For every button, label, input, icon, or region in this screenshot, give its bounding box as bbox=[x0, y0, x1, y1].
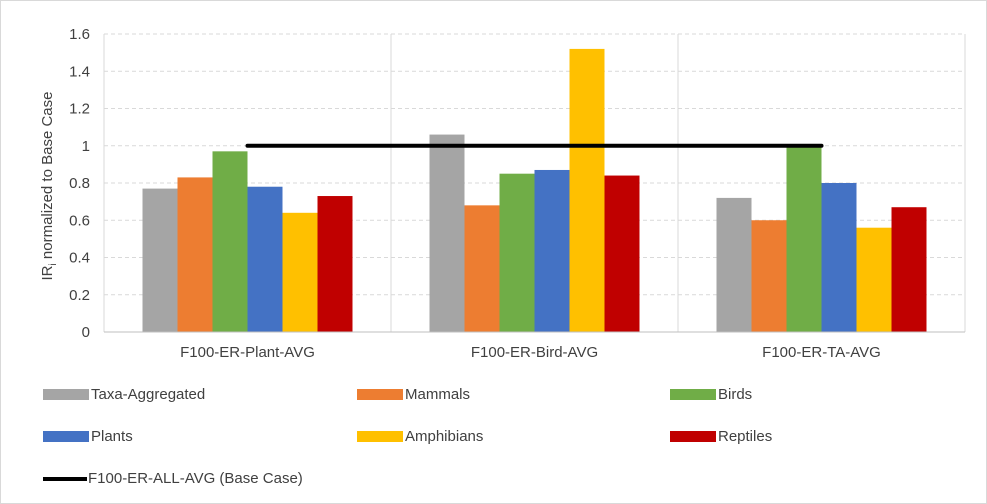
bar-mammals bbox=[751, 220, 787, 332]
y-axis-label-suffix: normalized to Base Case bbox=[39, 92, 56, 264]
x-tick-label: F100-ER-TA-AVG bbox=[762, 344, 881, 361]
y-tick-label: 0.4 bbox=[69, 250, 90, 267]
bar-amphibians bbox=[282, 212, 318, 332]
y-axis-label-main: IR bbox=[39, 265, 56, 280]
y-axis-label: IRi normalized to Base Case bbox=[39, 92, 59, 281]
bar-birds bbox=[212, 151, 248, 332]
bar-reptiles bbox=[891, 207, 927, 332]
bar-taxa-aggregated bbox=[429, 134, 465, 332]
bar-reptiles bbox=[604, 175, 640, 332]
y-axis-label-subscript: i bbox=[48, 263, 59, 265]
y-tick-label: 1.4 bbox=[69, 63, 90, 80]
axis-layer: 0 0.2 0.4 0.6 0.8 1 1.2 1.4 1.6 F100-ER-Plant-AVG… bbox=[69, 26, 965, 361]
bar-reptiles bbox=[317, 196, 353, 332]
y-tick-label: 1 bbox=[82, 138, 90, 155]
bar-taxa-aggregated bbox=[142, 188, 178, 332]
x-tick-label: F100-ER-Plant-AVG bbox=[180, 344, 315, 361]
y-tick-label: 0 bbox=[82, 324, 90, 341]
y-tick-label: 1.2 bbox=[69, 101, 90, 118]
bar-mammals bbox=[464, 205, 500, 332]
y-tick-label: 1.6 bbox=[69, 26, 90, 43]
bar-plants bbox=[247, 186, 283, 332]
bar-layer bbox=[142, 48, 927, 333]
y-tick-label: 0.8 bbox=[69, 175, 90, 192]
bar-amphibians bbox=[569, 48, 605, 333]
bar-amphibians bbox=[856, 227, 892, 332]
bar-birds bbox=[786, 145, 822, 332]
bar-taxa-aggregated bbox=[716, 197, 752, 332]
bar-birds bbox=[499, 173, 535, 332]
x-tick-label: F100-ER-Bird-AVG bbox=[471, 344, 598, 361]
y-tick-label: 0.6 bbox=[69, 212, 90, 229]
bar-mammals bbox=[177, 177, 213, 332]
bar-plants bbox=[534, 169, 570, 332]
bar-plants bbox=[821, 183, 857, 332]
y-tick-label: 0.2 bbox=[69, 287, 90, 304]
